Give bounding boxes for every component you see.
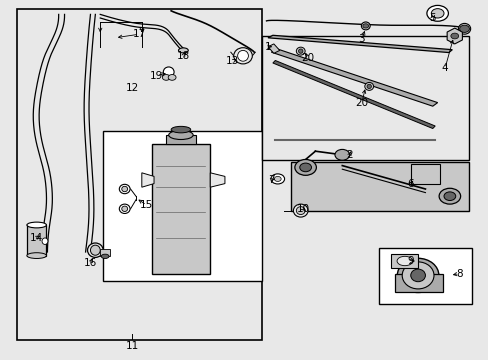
Ellipse shape (119, 184, 130, 194)
Circle shape (162, 75, 170, 80)
Ellipse shape (101, 254, 109, 258)
Bar (394, 274, 442, 292)
Polygon shape (271, 49, 437, 106)
Text: 11: 11 (125, 341, 139, 351)
Polygon shape (446, 28, 462, 44)
Circle shape (450, 33, 458, 39)
Text: 18: 18 (176, 51, 190, 61)
Bar (17, 9, 261, 340)
Bar (102, 131, 261, 281)
Polygon shape (142, 173, 154, 187)
Polygon shape (267, 44, 279, 53)
Bar (100, 249, 110, 256)
Ellipse shape (298, 49, 302, 53)
Ellipse shape (163, 67, 174, 77)
Bar (27, 225, 46, 256)
Circle shape (459, 25, 468, 32)
Ellipse shape (401, 262, 433, 289)
Bar (261, 36, 468, 160)
Polygon shape (267, 35, 451, 53)
Ellipse shape (171, 126, 190, 133)
Ellipse shape (296, 47, 305, 55)
Circle shape (274, 176, 281, 181)
Ellipse shape (366, 84, 370, 89)
Ellipse shape (237, 50, 248, 61)
Ellipse shape (42, 238, 48, 244)
Circle shape (426, 5, 447, 21)
Bar (290, 162, 468, 211)
Text: 1: 1 (264, 42, 271, 52)
Circle shape (362, 24, 368, 28)
Bar (166, 135, 195, 144)
Text: 13: 13 (225, 56, 239, 66)
Circle shape (443, 192, 455, 201)
Ellipse shape (27, 222, 46, 228)
Ellipse shape (396, 256, 412, 266)
Ellipse shape (122, 206, 127, 211)
Circle shape (294, 159, 316, 175)
Ellipse shape (27, 253, 46, 258)
Text: 5: 5 (428, 13, 435, 23)
Polygon shape (210, 173, 224, 187)
Ellipse shape (296, 207, 305, 215)
Text: 10: 10 (296, 204, 309, 214)
Polygon shape (272, 60, 434, 129)
Text: 17: 17 (132, 29, 146, 39)
Text: 9: 9 (407, 256, 413, 266)
Ellipse shape (457, 23, 469, 34)
Ellipse shape (410, 269, 425, 282)
Ellipse shape (87, 243, 103, 257)
Ellipse shape (361, 22, 369, 30)
Text: 6: 6 (407, 179, 413, 189)
Text: 14: 14 (30, 233, 43, 243)
Text: 12: 12 (125, 83, 139, 93)
Ellipse shape (293, 204, 307, 217)
Text: 16: 16 (83, 258, 97, 268)
Ellipse shape (233, 48, 252, 64)
Text: 7: 7 (267, 175, 274, 185)
Text: 20: 20 (301, 53, 314, 63)
Text: 15: 15 (140, 200, 153, 210)
Text: 8: 8 (455, 269, 462, 279)
Text: 3: 3 (358, 34, 365, 44)
Ellipse shape (178, 48, 188, 53)
Bar (151, 144, 210, 274)
Bar (378, 248, 471, 304)
Text: 20: 20 (355, 98, 367, 108)
Circle shape (438, 188, 460, 204)
Ellipse shape (122, 186, 127, 192)
Text: 19: 19 (149, 71, 163, 81)
Circle shape (168, 75, 176, 80)
Text: 2: 2 (346, 150, 352, 160)
Ellipse shape (90, 245, 100, 255)
Circle shape (299, 163, 311, 172)
Bar (390, 254, 417, 268)
Ellipse shape (119, 204, 130, 213)
Circle shape (430, 9, 443, 18)
Circle shape (334, 149, 349, 160)
Ellipse shape (397, 258, 438, 292)
Ellipse shape (364, 82, 373, 90)
Text: 4: 4 (441, 63, 447, 73)
Ellipse shape (168, 130, 193, 139)
Circle shape (270, 174, 284, 184)
Bar (410, 164, 439, 184)
